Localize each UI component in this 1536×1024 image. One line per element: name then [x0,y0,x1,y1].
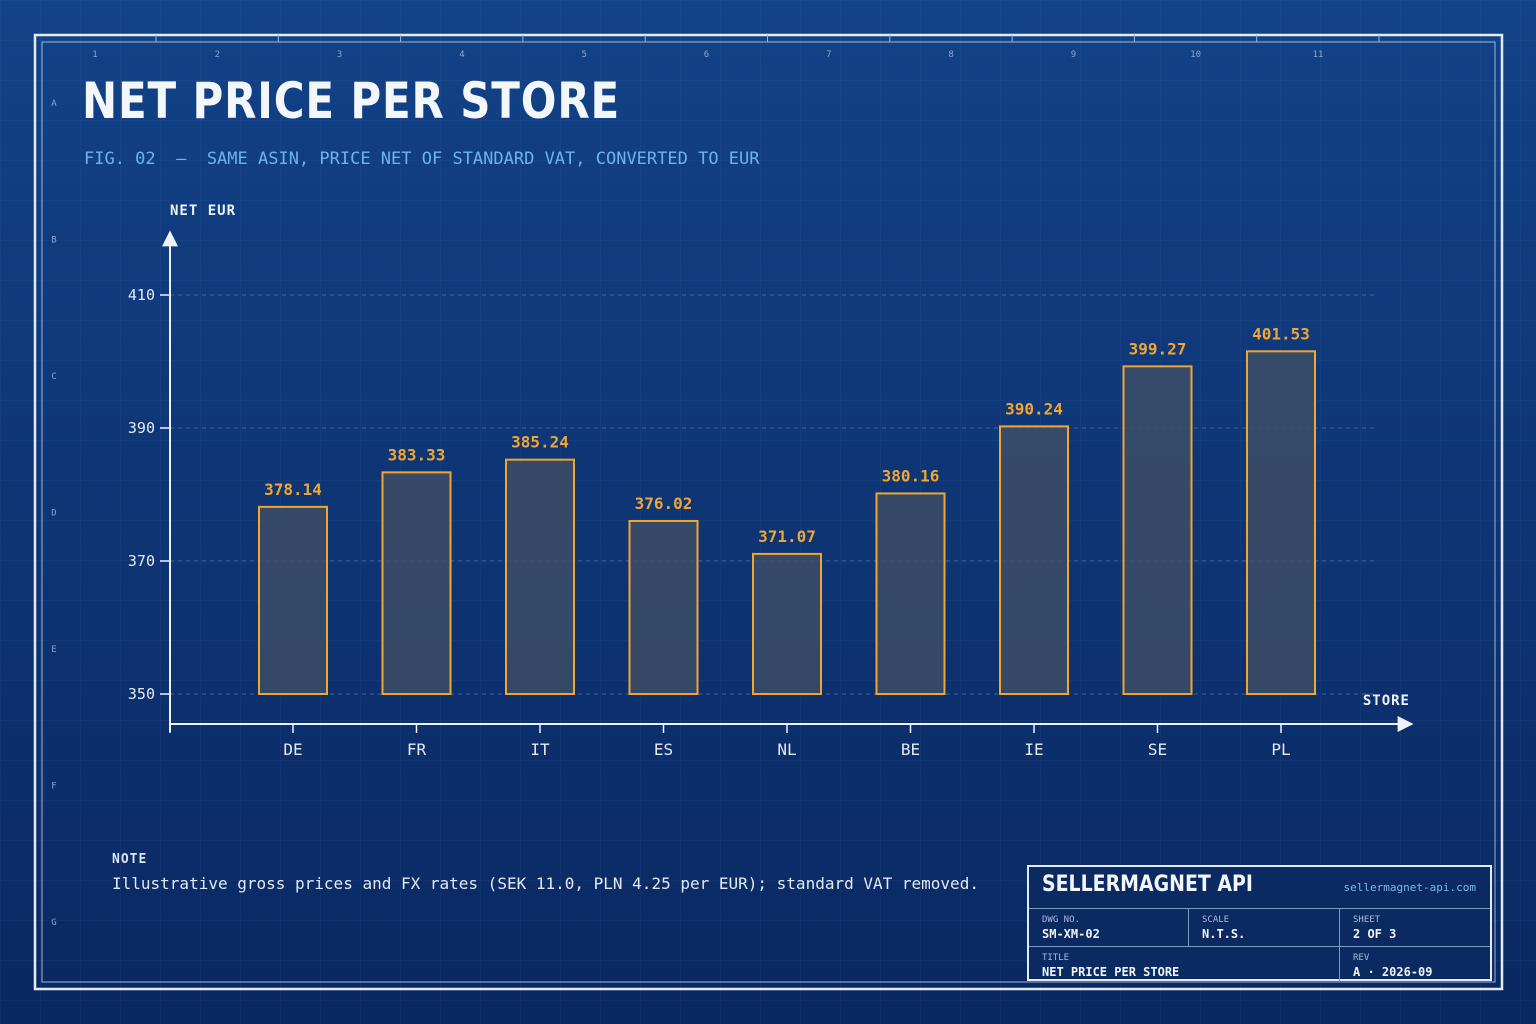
title-label: TITLE [1042,953,1070,963]
figure-subtitle: FIG. 02 — SAME ASIN, PRICE NET OF STANDA… [84,149,760,169]
bar-pl [1246,350,1316,695]
y-tick-labels: 350 370 390 410 [128,286,155,703]
column-label: 9 [1071,50,1076,60]
value-label-nl: 371.07 [758,527,816,546]
row-label: F [51,782,56,792]
y-tick-label: 350 [128,685,155,703]
title-block-title-row: TITLE NET PRICE PER STORE REV A · 2026-0… [1029,946,1490,981]
value-label-be: 380.16 [882,466,940,485]
column-label: 5 [581,50,586,60]
column-label: 2 [215,50,220,60]
row-reference-labels: A B C D E F G [51,99,57,928]
bar-de [258,505,328,695]
row-label: E [51,645,56,655]
dwg-no-value: SM-XM-02 [1042,927,1100,941]
column-label: 1 [92,50,97,60]
inner-border [41,41,1496,983]
x-tick-label-ie: IE [1024,740,1043,759]
rev-label: REV [1353,953,1370,963]
sheet-label: SHEET [1353,915,1381,925]
note-label: NOTE [112,852,148,867]
value-label-it: 385.24 [511,433,569,452]
bar-es [628,519,699,695]
column-reference-labels: 1 2 3 4 5 6 7 8 9 10 11 [92,35,1380,60]
x-tick-label-be: BE [901,740,920,759]
column-label: 3 [337,50,342,60]
bar-se [1122,365,1193,695]
value-label-de: 378.14 [264,480,322,499]
bar-it [505,458,575,695]
title-block-info-row: DWG NO. SM-XM-02 SCALE N.T.S. SHEET 2 OF… [1029,908,1490,947]
value-label-es: 376.02 [635,494,693,513]
row-label: C [51,372,56,382]
scale-cell: SCALE N.T.S. [1188,908,1340,946]
rev-cell: REV A · 2026-09 [1339,946,1490,981]
title-cell: TITLE NET PRICE PER STORE [1029,946,1339,981]
row-label: D [51,509,56,519]
dwg-no-cell: DWG NO. SM-XM-02 [1029,908,1188,946]
row-label: G [51,918,56,928]
brand-url: sellermagnet-api.com [1343,881,1476,894]
page-title: NET PRICE PER STORE [82,72,621,130]
x-tick-label-nl: NL [777,740,796,759]
scale-label: SCALE [1202,915,1230,925]
value-label-fr: 383.33 [388,445,446,464]
x-tick-label-se: SE [1148,740,1167,759]
column-label: 7 [826,50,831,60]
row-label: A [51,99,57,109]
column-label: 10 [1190,50,1201,60]
y-tick-label: 390 [128,419,155,437]
y-axis-label: NET EUR [170,203,236,219]
outer-border [33,33,1504,991]
x-tick-label-it: IT [530,740,550,759]
sheet-cell: SHEET 2 OF 3 [1339,908,1490,946]
x-axis-label: STORE [1363,693,1410,709]
dwg-no-label: DWG NO. [1042,915,1080,925]
y-tick-label: 410 [128,286,155,304]
title-block-brand-row: SELLERMAGNET API sellermagnet-api.com [1029,867,1490,909]
brand-name: SELLERMAGNET API [1042,872,1253,897]
x-tick-labels: DE FR IT ES NL BE IE SE PL [169,724,1291,759]
bar-nl [752,552,822,696]
bar-series [258,350,1316,696]
x-tick-label-pl: PL [1271,740,1290,759]
column-label: 8 [948,50,953,60]
scale-value: N.T.S. [1202,927,1246,941]
x-tick-label-fr: FR [407,740,427,759]
title-block: SELLERMAGNET API sellermagnet-api.com DW… [1027,865,1492,981]
value-label-pl: 401.53 [1252,324,1310,343]
title-value: NET PRICE PER STORE [1042,965,1180,979]
bar-value-labels: 378.14 383.33 385.24 376.02 371.07 380.16 390.… [264,324,1310,546]
sheet-value: 2 OF 3 [1353,927,1397,941]
column-label: 4 [459,50,464,60]
rev-value: A · 2026-09 [1353,965,1433,979]
row-label: B [51,236,56,246]
x-tick-label-es: ES [654,740,673,759]
value-label-ie: 390.24 [1005,399,1063,418]
y-tick-label: 370 [128,552,155,570]
bar-be [875,492,946,695]
column-label: 11 [1313,50,1324,60]
column-label: 6 [704,50,709,60]
x-tick-label-de: DE [283,740,302,759]
note-text: Illustrative gross prices and FX rates (… [112,874,979,893]
value-label-se: 399.27 [1129,339,1187,358]
bar-ie [999,425,1069,695]
bar-fr [381,471,452,695]
